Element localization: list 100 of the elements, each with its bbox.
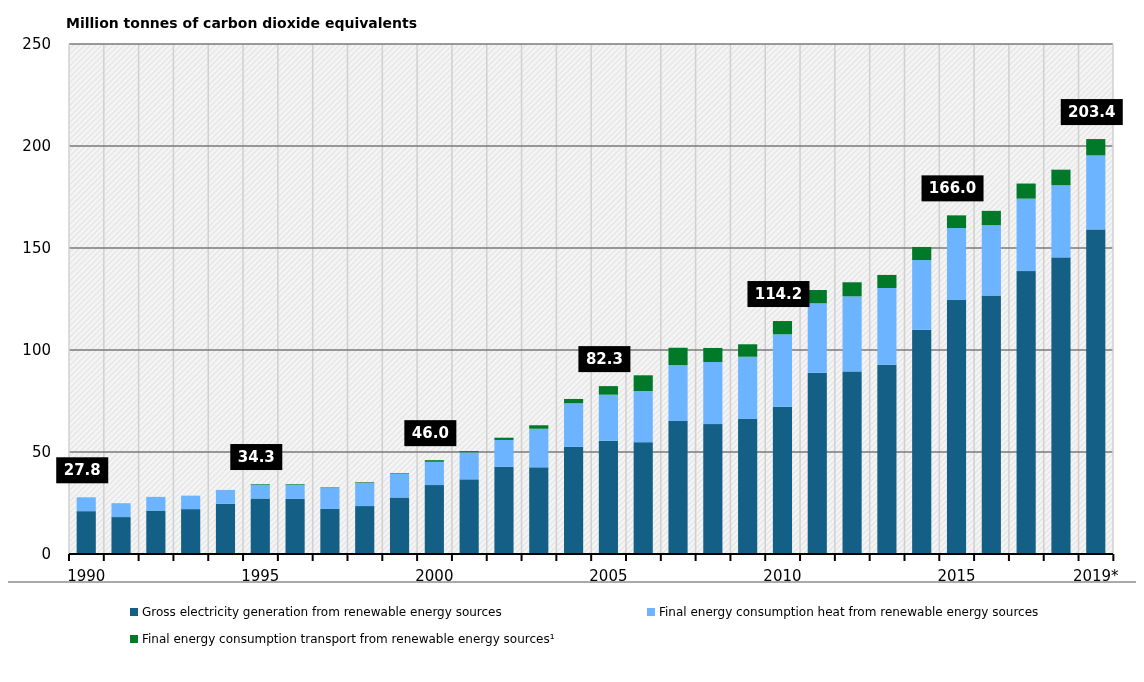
bar: [1086, 229, 1106, 554]
total-label: 166.0: [928, 179, 977, 198]
bar: [981, 210, 1001, 226]
total-label: 46.0: [411, 424, 449, 443]
bar: [633, 442, 653, 554]
bar: [807, 303, 827, 373]
bar: [912, 329, 932, 554]
legend-label: Final energy consumption transport from renewable energy sources¹: [142, 632, 555, 646]
bar: [633, 375, 653, 391]
bar: [842, 371, 862, 554]
bar: [529, 425, 549, 429]
bar: [807, 372, 827, 554]
bar: [946, 228, 967, 301]
bar: [181, 495, 201, 510]
bar: [738, 418, 758, 554]
bar: [1016, 198, 1036, 272]
bar: [76, 511, 96, 554]
bar: [389, 497, 410, 554]
bar: [842, 282, 862, 297]
bar: [529, 428, 549, 468]
bar: [494, 437, 514, 440]
total-label: 203.4: [1068, 103, 1116, 122]
bar: [564, 398, 584, 404]
bar: [877, 287, 897, 365]
bar: [355, 482, 375, 507]
bar: [668, 365, 688, 421]
y-tick-label: 150: [22, 239, 51, 258]
bar: [1051, 169, 1071, 186]
y-tick-label: 200: [22, 137, 51, 156]
bar: [250, 498, 270, 554]
bar: [598, 394, 618, 441]
y-tick-label: 250: [22, 35, 51, 54]
bar: [946, 300, 967, 554]
total-label: 82.3: [585, 350, 623, 369]
bar: [389, 473, 410, 498]
y-tick-label: 50: [31, 443, 51, 462]
bar: [633, 391, 653, 443]
x-tick-label: 2005: [589, 567, 628, 585]
bar: [459, 452, 479, 480]
bar: [1086, 139, 1106, 156]
bar: [111, 517, 131, 554]
bar: [807, 290, 827, 304]
legend-label: Gross electricity generation from renewable energy sources: [142, 605, 502, 619]
bar: [738, 356, 758, 419]
total-label: 27.8: [63, 461, 101, 480]
bar: [285, 498, 305, 554]
bar: [320, 508, 340, 554]
bar: [215, 503, 236, 554]
total-label: 34.3: [237, 448, 275, 467]
bar: [1016, 183, 1036, 199]
bar: [564, 446, 584, 554]
bar: [494, 439, 514, 467]
x-tick-label: 1995: [241, 567, 280, 585]
bar: [703, 424, 723, 554]
x-tick-label: 2019*: [1072, 567, 1120, 585]
x-tick-label: 1990: [67, 567, 106, 585]
bar: [76, 497, 96, 512]
bar: [877, 274, 897, 288]
bar: [424, 461, 444, 486]
bar: [564, 403, 584, 447]
bar: [668, 347, 688, 366]
legend-label: Final energy consumption heat from renewable energy sources: [659, 605, 1039, 619]
bar: [146, 510, 166, 554]
x-tick-label: 2015: [937, 567, 976, 585]
bar: [1051, 185, 1071, 258]
y-tick-label: 100: [22, 341, 51, 360]
bar: [946, 215, 967, 229]
bar: [320, 488, 340, 509]
bar: [285, 484, 305, 499]
bar: [1051, 257, 1071, 554]
bar: [215, 489, 236, 504]
bar: [912, 260, 932, 330]
bar: [459, 479, 479, 554]
bar: [772, 406, 793, 554]
bar: [772, 334, 793, 407]
bar: [111, 503, 131, 518]
bar: [877, 364, 897, 554]
bar: [981, 295, 1001, 554]
bar: [981, 225, 1001, 296]
bar: [772, 321, 793, 335]
bar: [181, 509, 201, 554]
bar: [912, 246, 932, 261]
bar: [703, 362, 723, 425]
bar: [842, 296, 862, 372]
bar: [146, 496, 166, 511]
bar: [424, 485, 444, 554]
bar: [703, 347, 723, 363]
bar: [598, 386, 618, 395]
bar: [1086, 155, 1106, 230]
bar: [1016, 271, 1036, 554]
bar: [355, 506, 375, 554]
y-tick-label: 0: [41, 545, 51, 564]
bar: [598, 440, 618, 554]
x-tick-label: 2010: [763, 567, 802, 585]
total-label: 114.2: [754, 285, 803, 304]
bar: [250, 484, 270, 499]
y-axis-title: Million tonnes of carbon dioxide equivalents: [66, 15, 418, 31]
x-tick-label: 2000: [415, 567, 454, 585]
bar: [529, 467, 549, 554]
bar: [494, 466, 514, 554]
